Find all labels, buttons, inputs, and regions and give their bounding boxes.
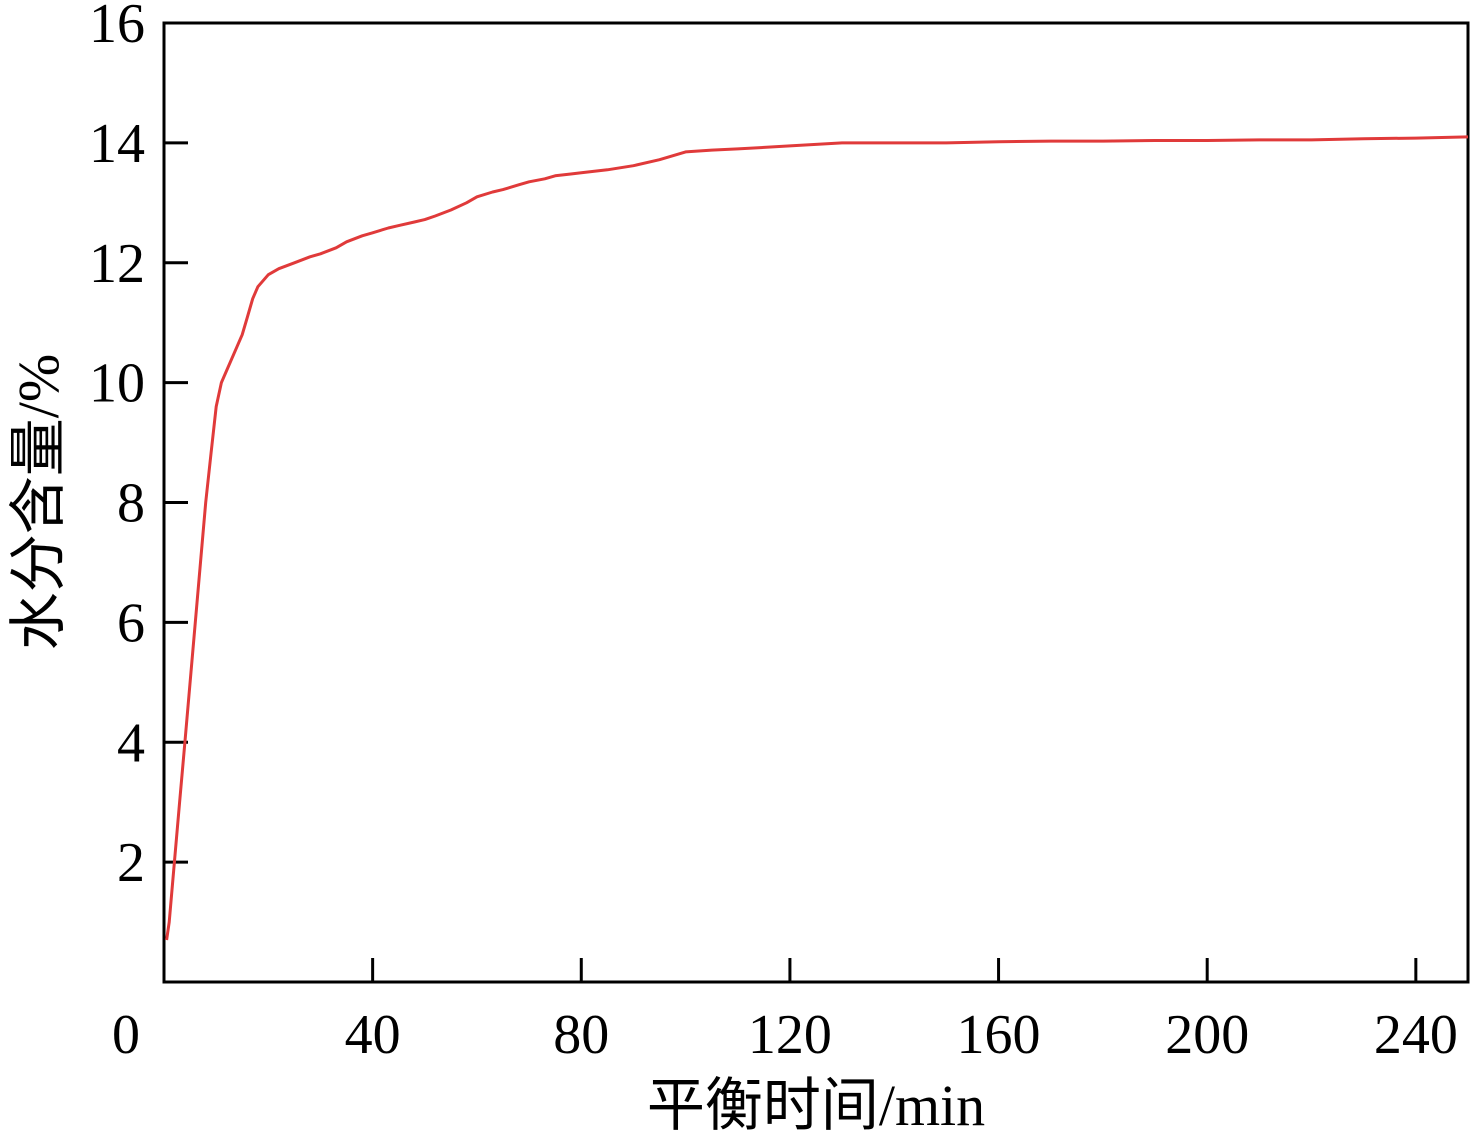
x-axis-title: 平衡时间/min	[647, 1073, 985, 1134]
y-axis-ticks	[164, 141, 188, 864]
plot-frame	[162, 21, 1470, 984]
x-axis-tick-labels: 0 40 80 120 160 200 240	[112, 1004, 1458, 1066]
y-tick-label: 12	[89, 233, 145, 295]
x-tick-label: 200	[1165, 1004, 1249, 1066]
x-tick-label: 40	[345, 1004, 401, 1066]
x-tick-label: 120	[748, 1004, 832, 1066]
y-tick-label: 16	[89, 0, 145, 55]
y-tick-label: 10	[89, 353, 145, 415]
x-axis-ticks	[371, 958, 1418, 982]
x-tick-label: 240	[1374, 1004, 1458, 1066]
y-axis-tick-labels: 2 4 6 8 10 12 14 16	[89, 0, 145, 894]
x-tick-label: 80	[553, 1004, 609, 1066]
y-tick-label: 2	[117, 832, 145, 894]
x-tick-label: 160	[957, 1004, 1041, 1066]
y-tick-label: 6	[117, 592, 145, 654]
x-tick-label: 0	[112, 1004, 140, 1066]
y-axis-title: 水分含量/%	[6, 354, 71, 650]
moisture-series-line	[165, 135, 1469, 941]
y-tick-label: 8	[117, 473, 145, 535]
y-tick-label: 14	[89, 113, 145, 175]
y-tick-label: 4	[117, 712, 145, 774]
